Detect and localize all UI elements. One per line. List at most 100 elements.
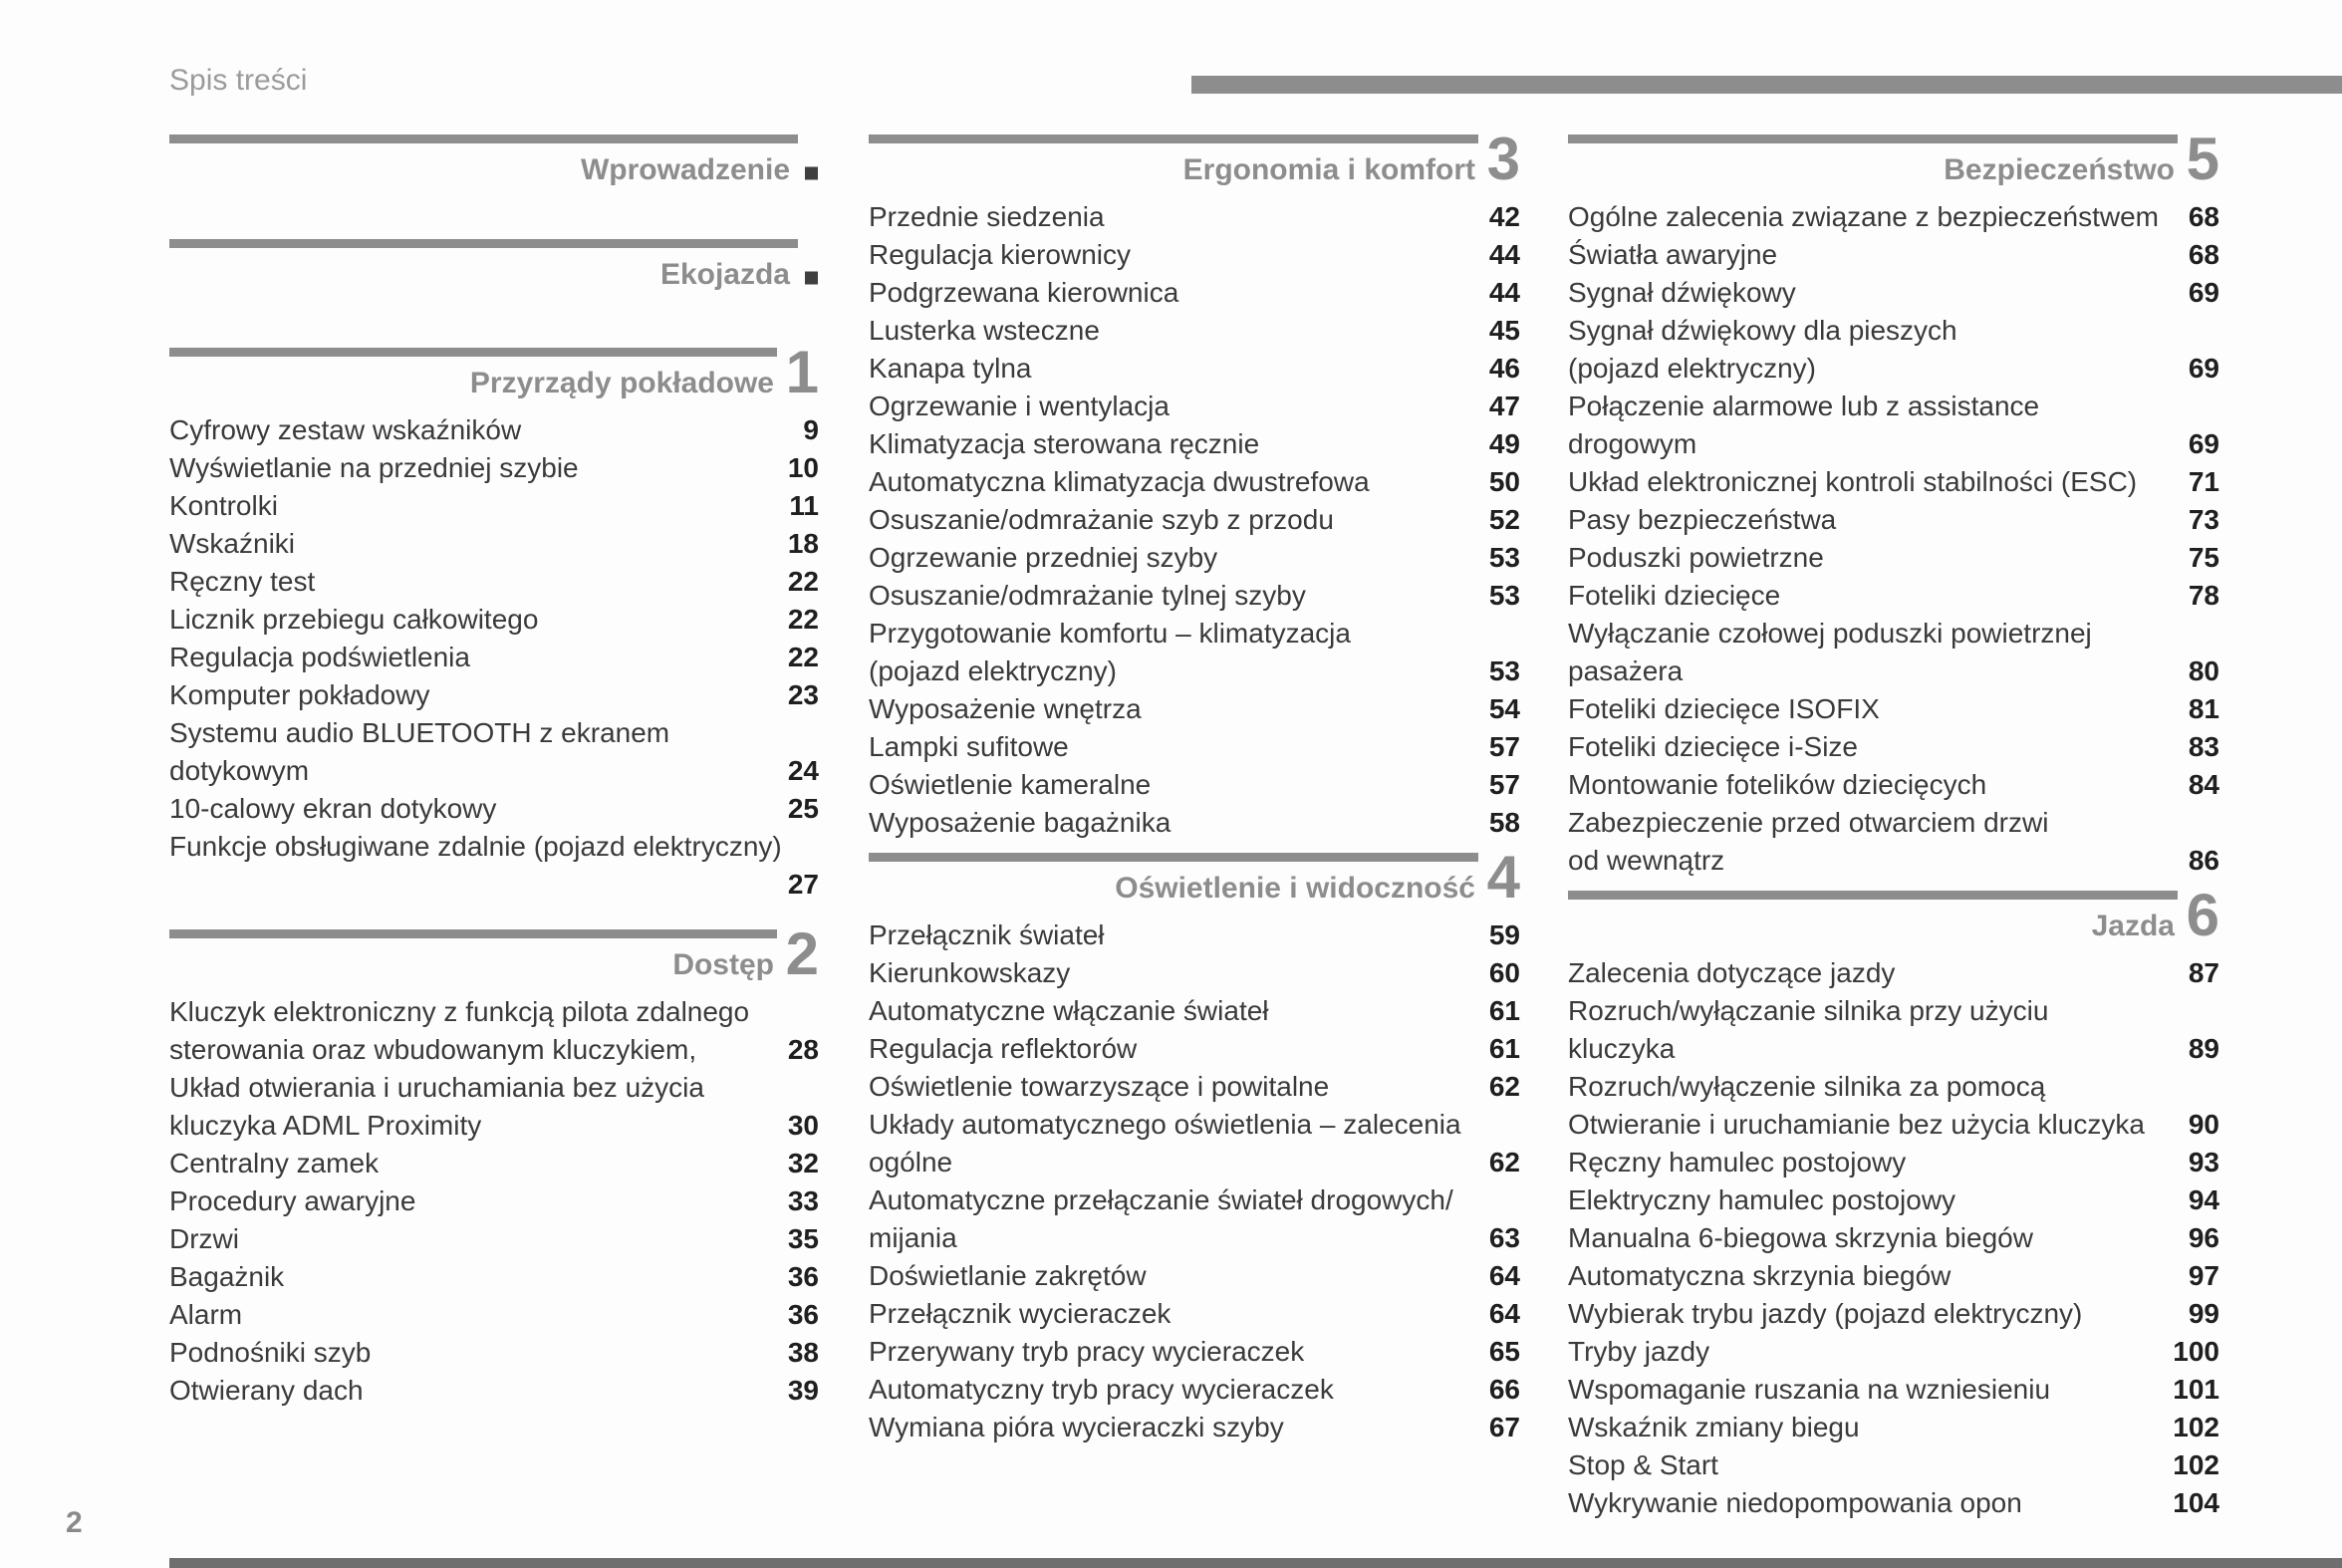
entry-label: Podnośniki szyb — [169, 1337, 372, 1368]
toc-entries: Przełącznik świateł 59 Kierunkowskazy 60 Aut… — [869, 916, 1520, 1446]
entry-page-number: 60 — [1488, 957, 1520, 988]
toc-entry: Sygnał dźwiękowy 69 — [1568, 274, 2219, 312]
entry-label: Sygnał dźwiękowy dla pieszych — [1568, 315, 1957, 346]
entry-page-number: 69 — [2188, 277, 2219, 308]
toc-entry: Ręczny hamulec postojowy 93 — [1568, 1144, 2219, 1181]
entry-page-number: 27 — [787, 869, 819, 900]
entry-label: Licznik przebiegu całkowitego — [169, 604, 539, 635]
section-number: 5 — [2186, 126, 2219, 192]
section-head: 6 Jazda — [1568, 886, 2219, 949]
entry-page-number: 47 — [1488, 391, 1520, 421]
section-rule-bar — [1568, 134, 2178, 143]
entry-page-number: 61 — [1488, 1033, 1520, 1064]
toc-entry: Ręczny test 22 — [169, 563, 819, 601]
toc-entry: Elektryczny hamulec postojowy 94 — [1568, 1181, 2219, 1219]
toc-entry: Wspomaganie ruszania na wzniesieniu 101 — [1568, 1371, 2219, 1409]
entry-page-number: 53 — [1488, 580, 1520, 611]
toc-entry: Licznik przebiegu całkowitego 22 — [169, 601, 819, 639]
entry-label: Wyświetlanie na przedniej szybie — [169, 452, 579, 483]
entry-page-number: 104 — [2173, 1487, 2219, 1518]
entry-label: Funkcje obsługiwane zdalnie (pojazd elek… — [169, 831, 782, 862]
entry-label: Przełącznik wycieraczek — [869, 1298, 1171, 1329]
section-title-row: Jazda — [1568, 909, 2219, 949]
entry-page-number: 32 — [787, 1148, 819, 1178]
entry-label: Regulacja kierownicy — [869, 239, 1132, 270]
entry-label: Elektryczny hamulec postojowy — [1568, 1184, 1956, 1215]
section-title-row: Przyrządy pokładowe — [169, 366, 819, 406]
toc-entry: Foteliki dziecięce i-Size 83 — [1568, 728, 2219, 766]
section-title-row: Bezpieczeństwo — [1568, 152, 2219, 193]
entry-label: ogólne — [869, 1147, 953, 1177]
entry-page-number: 64 — [1488, 1298, 1520, 1329]
toc-entry: Układy automatycznego oświetlenia – zale… — [869, 1106, 1520, 1144]
entry-page-number: 69 — [2188, 353, 2219, 384]
entry-page-number: 35 — [787, 1223, 819, 1254]
section-number: 4 — [1486, 844, 1520, 911]
entry-page-number: 44 — [1488, 239, 1520, 270]
toc-entry: (pojazd elektryczny) 53 — [869, 653, 1520, 690]
entry-label: Lusterka wsteczne — [869, 315, 1100, 346]
top-right-rule — [1191, 76, 2342, 94]
entry-page-number: 89 — [2188, 1033, 2219, 1064]
entry-label: Foteliki dziecięce — [1568, 580, 1781, 611]
toc-entry: kluczyka ADML Proximity 30 — [169, 1107, 819, 1145]
section-rule-bar — [169, 348, 777, 357]
toc-section-ergonomia-i-komfort: 3 Ergonomia i komfort Przednie siedzenia 42… — [869, 130, 1520, 842]
section-rule-bar — [169, 134, 798, 143]
toc-entry: ogólne 62 — [869, 1144, 1520, 1181]
footer-page-number: 2 — [66, 1506, 83, 1539]
toc-entry: Podnośniki szyb 38 — [169, 1334, 819, 1372]
entry-page-number: 68 — [2188, 239, 2219, 270]
entry-page-number: 39 — [787, 1375, 819, 1406]
entry-page-number: 100 — [2173, 1336, 2219, 1367]
entry-page-number: 52 — [1488, 504, 1520, 535]
entry-label: Przygotowanie komfortu – klimatyzacja — [869, 618, 1351, 649]
entry-page-number: 22 — [787, 604, 819, 635]
entry-label: Wybierak trybu jazdy (pojazd elektryczny… — [1568, 1298, 2083, 1329]
toc-entry: Drzwi 35 — [169, 1220, 819, 1258]
entry-label: Automatyczne włączanie świateł — [869, 995, 1269, 1026]
section-head: 5 Bezpieczeństwo — [1568, 130, 2219, 193]
toc-entry: Wskaźnik zmiany biegu 102 — [1568, 1409, 2219, 1446]
toc-entry: od wewnątrz 86 — [1568, 842, 2219, 880]
toc-entry: Doświetlanie zakrętów 64 — [869, 1257, 1520, 1295]
toc-entry: Rozruch/wyłączanie silnika przy użyciu — [1568, 992, 2219, 1030]
entry-page-number: 86 — [2188, 845, 2219, 876]
toc-tab-wprowadzenie: Wprowadzenie — [169, 134, 819, 193]
toc-entry: Montowanie fotelików dziecięcych 84 — [1568, 766, 2219, 804]
entry-page-number: 30 — [787, 1110, 819, 1141]
entry-page-number: 53 — [1488, 542, 1520, 573]
toc-entry: Foteliki dziecięce 78 — [1568, 577, 2219, 615]
entry-label: Kluczyk elektroniczny z funkcją pilota z… — [169, 996, 750, 1027]
toc-entry: Poduszki powietrzne 75 — [1568, 539, 2219, 577]
entry-page-number: 49 — [1488, 428, 1520, 459]
toc-entry: Otwieranie i uruchamianie bez użycia klu… — [1568, 1106, 2219, 1144]
entry-page-number: 96 — [2188, 1222, 2219, 1253]
entry-label: Foteliki dziecięce i-Size — [1568, 731, 1858, 762]
toc-entries: Cyfrowy zestaw wskaźników 9 Wyświetlanie n… — [169, 411, 819, 904]
entry-page-number: 57 — [1488, 769, 1520, 800]
toc-entry: Światła awaryjne 68 — [1568, 236, 2219, 274]
section-rule-bar — [169, 239, 798, 248]
entry-label: Manualna 6-biegowa skrzynia biegów — [1568, 1222, 2033, 1253]
toc-entry: Komputer pokładowy 23 — [169, 676, 819, 714]
entry-label: Wskaźnik zmiany biegu — [1568, 1412, 1860, 1442]
toc-entry: Systemu audio BLUETOOTH z ekranem — [169, 714, 819, 752]
toc-entry: Połączenie alarmowe lub z assistance — [1568, 388, 2219, 425]
section-title: Przyrządy pokładowe — [469, 367, 774, 399]
section-title-row: Wprowadzenie — [169, 152, 819, 193]
toc-entry: Przygotowanie komfortu – klimatyzacja — [869, 615, 1520, 653]
entry-label: Automatyczna klimatyzacja dwustrefowa — [869, 466, 1370, 497]
entry-page-number: 67 — [1488, 1412, 1520, 1442]
entry-page-number: 102 — [2173, 1449, 2219, 1480]
entry-page-number: 66 — [1488, 1374, 1520, 1405]
section-number: 6 — [2186, 882, 2219, 948]
toc-entry: Kluczyk elektroniczny z funkcją pilota z… — [169, 993, 819, 1031]
toc-entry: Osuszanie/odmrażanie szyb z przodu 52 — [869, 501, 1520, 539]
entry-label: Układ elektronicznej kontroli stabilnośc… — [1568, 466, 2138, 497]
toc-entry: Ogrzewanie przedniej szyby 53 — [869, 539, 1520, 577]
entry-page-number: 69 — [2188, 428, 2219, 459]
section-title: Bezpieczeństwo — [1944, 153, 2175, 186]
entry-label: Przełącznik świateł — [869, 919, 1105, 950]
entry-page-number: 36 — [787, 1261, 819, 1292]
